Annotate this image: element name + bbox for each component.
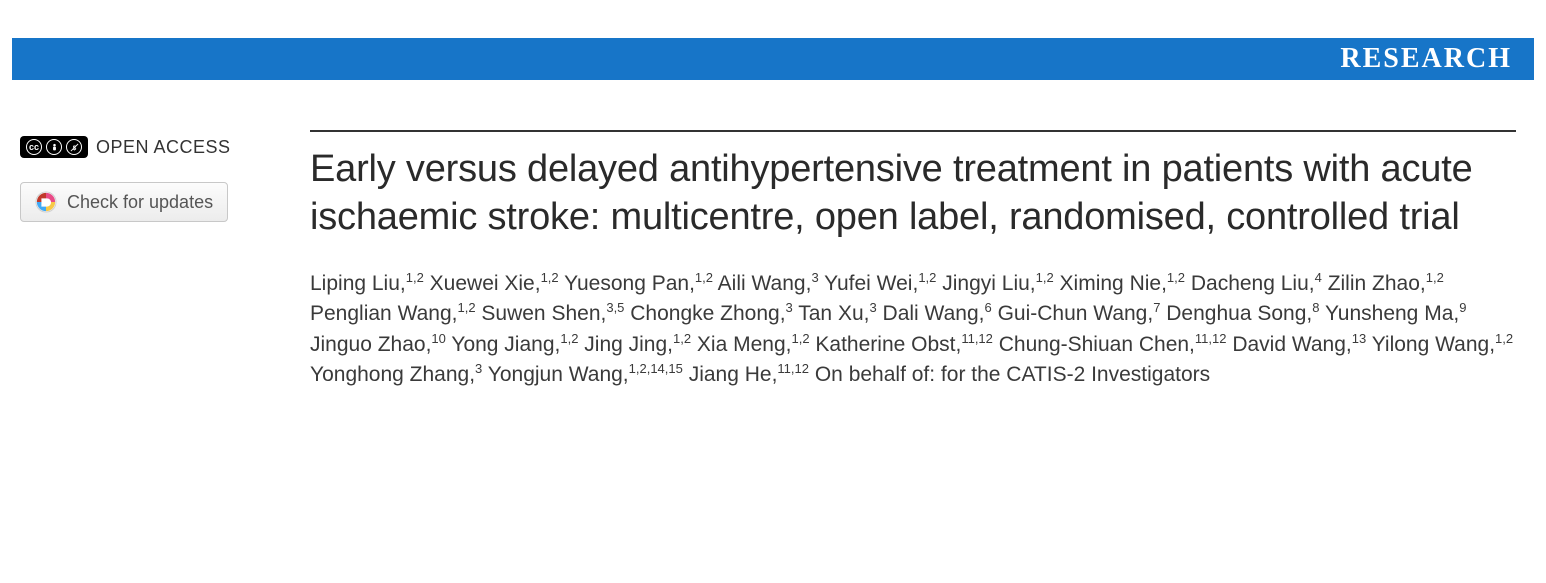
author-affiliation: 3,5 (606, 300, 624, 315)
banner-label: RESEARCH (1340, 43, 1512, 75)
author-name: Xuewei Xie, (430, 272, 541, 295)
author-affiliation: 1,2 (918, 270, 936, 285)
author-name: Gui-Chun Wang, (998, 302, 1154, 325)
author-affiliation: 1,2 (560, 331, 578, 346)
nc-icon: $ (66, 139, 82, 155)
author-name: Ximing Nie, (1060, 272, 1167, 295)
author-affiliation: 13 (1352, 331, 1366, 346)
author-affiliation: 3 (869, 300, 876, 315)
author-name: Jingyi Liu, (942, 272, 1035, 295)
author-name: Dacheng Liu, (1191, 272, 1315, 295)
author-affiliation: 11,12 (777, 361, 809, 376)
author-affiliation: 1,2 (1426, 270, 1444, 285)
content-row: cc $ OPEN ACCESS Check for updates (0, 80, 1546, 411)
author-affiliation: 3 (786, 300, 793, 315)
author-affiliation: 1,2 (673, 331, 691, 346)
sidebar: cc $ OPEN ACCESS Check for updates (20, 130, 280, 391)
section-banner: RESEARCH (12, 38, 1534, 80)
author-list: Liping Liu,1,2 Xuewei Xie,1,2 Yuesong Pa… (310, 269, 1516, 391)
cc-icon: cc (26, 139, 42, 155)
author-affiliation: 1,2 (457, 300, 475, 315)
author-affiliation: 11,12 (961, 331, 993, 346)
author-name: Yuesong Pan, (564, 272, 695, 295)
check-updates-button[interactable]: Check for updates (20, 182, 228, 222)
author-affiliation: 1,2 (1495, 331, 1513, 346)
author-affiliation: 8 (1312, 300, 1319, 315)
author-name: Jiang He, (689, 363, 778, 386)
author-name: Yunsheng Ma, (1325, 302, 1459, 325)
author-affiliation: 7 (1153, 300, 1160, 315)
author-name: Katherine Obst, (815, 333, 961, 356)
author-affiliation: 1,2 (541, 270, 559, 285)
author-affiliation: 11,12 (1195, 331, 1227, 346)
author-name: Yongjun Wang, (488, 363, 629, 386)
open-access-badge: cc $ OPEN ACCESS (20, 136, 280, 158)
by-icon (46, 139, 62, 155)
author-affiliation: 1,2 (695, 270, 713, 285)
author-name: Jing Jing, (584, 333, 673, 356)
author-affiliation: 6 (984, 300, 991, 315)
author-affiliation: 4 (1315, 270, 1322, 285)
author-name: Jinguo Zhao, (310, 333, 431, 356)
author-name: Dali Wang, (883, 302, 985, 325)
article-title: Early versus delayed antihypertensive tr… (310, 146, 1516, 241)
author-affiliation: 1,2 (406, 270, 424, 285)
author-affiliation: 1,2,14,15 (629, 361, 683, 376)
author-name: Chongke Zhong, (630, 302, 785, 325)
article-header: Early versus delayed antihypertensive tr… (310, 130, 1516, 391)
author-affiliation: 1,2 (791, 331, 809, 346)
author-name: Penglian Wang, (310, 302, 457, 325)
author-name: Zilin Zhao, (1328, 272, 1426, 295)
author-affiliation: 10 (431, 331, 445, 346)
author-affiliation: 1,2 (1036, 270, 1054, 285)
author-affiliation: 9 (1459, 300, 1466, 315)
open-access-label: OPEN ACCESS (96, 137, 231, 158)
author-name: Tan Xu, (798, 302, 869, 325)
crossmark-icon (35, 191, 57, 213)
cc-license-icon: cc $ (20, 136, 88, 158)
author-name: David Wang, (1232, 333, 1351, 356)
author-name: Liping Liu, (310, 272, 406, 295)
author-name: Yong Jiang, (451, 333, 560, 356)
author-affiliation: 3 (475, 361, 482, 376)
author-name: Chung-Shiuan Chen, (999, 333, 1195, 356)
author-name: Yilong Wang, (1372, 333, 1495, 356)
author-name: Yufei Wei, (824, 272, 918, 295)
check-updates-label: Check for updates (67, 192, 213, 213)
on-behalf-text: On behalf of: for the CATIS-2 Investigat… (815, 363, 1210, 386)
author-affiliation: 1,2 (1167, 270, 1185, 285)
author-affiliation: 3 (811, 270, 818, 285)
author-name: Yonghong Zhang, (310, 363, 475, 386)
author-name: Suwen Shen, (481, 302, 606, 325)
author-name: Aili Wang, (718, 272, 812, 295)
author-name: Denghua Song, (1166, 302, 1312, 325)
author-name: Xia Meng, (697, 333, 792, 356)
